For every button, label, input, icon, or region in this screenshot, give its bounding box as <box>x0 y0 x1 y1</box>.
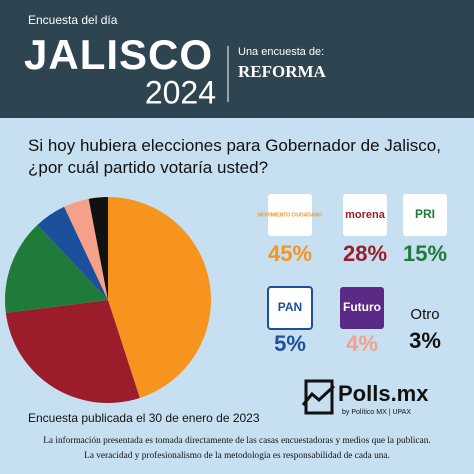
year: 2024 <box>145 74 216 110</box>
pie <box>4 197 212 403</box>
kicker: Encuesta del día <box>28 13 118 27</box>
percent-label: 28% <box>343 241 387 266</box>
percent-label: 45% <box>268 241 312 266</box>
legend: MOVIMIENTO CIUDADANO 45% morena 28% PRI 15% PA… <box>258 194 447 356</box>
slice <box>37 206 108 300</box>
party-name: Futuro <box>343 300 381 314</box>
party-name: MOVIMIENTO CIUDADANO <box>258 212 322 218</box>
slice <box>108 197 212 398</box>
brand: REFORMA <box>238 62 327 81</box>
disclaimer: La veracidad y profesionalismo de la met… <box>84 450 390 461</box>
byline: Una encuesta de: <box>238 46 324 58</box>
party-logo <box>267 286 313 330</box>
party-logo <box>343 194 387 236</box>
slice <box>4 224 108 313</box>
logo-sub: by Político MX | UPAX <box>342 409 411 416</box>
party-logo <box>340 287 384 329</box>
party-name: morena <box>345 209 386 221</box>
slice <box>88 197 108 300</box>
party-name: Otro <box>410 306 439 323</box>
logo-icon <box>304 379 334 415</box>
question: Si hoy hubiera elecciones para Gobernado… <box>28 136 441 177</box>
question-box: Si hoy hubiera elecciones para Gobernado… <box>28 136 441 177</box>
party-logo <box>403 194 447 236</box>
party-logo <box>268 194 312 236</box>
percent-label: 3% <box>409 328 441 353</box>
header-band <box>0 0 474 118</box>
title: JALISCO <box>24 31 213 78</box>
disclaimer: La información presentada es tomada dire… <box>43 435 430 446</box>
percent-label: 5% <box>274 331 306 356</box>
slice <box>64 198 108 300</box>
logo-icon-line <box>301 384 336 406</box>
date: Encuesta publicada el 30 de enero de 202… <box>28 411 260 425</box>
logo: Polls.mx <box>338 381 429 406</box>
slice <box>5 300 140 403</box>
party-name: PAN <box>278 300 302 314</box>
party-name: PRI <box>415 207 435 221</box>
percent-label: 4% <box>346 331 378 356</box>
percent-label: 15% <box>403 241 447 266</box>
